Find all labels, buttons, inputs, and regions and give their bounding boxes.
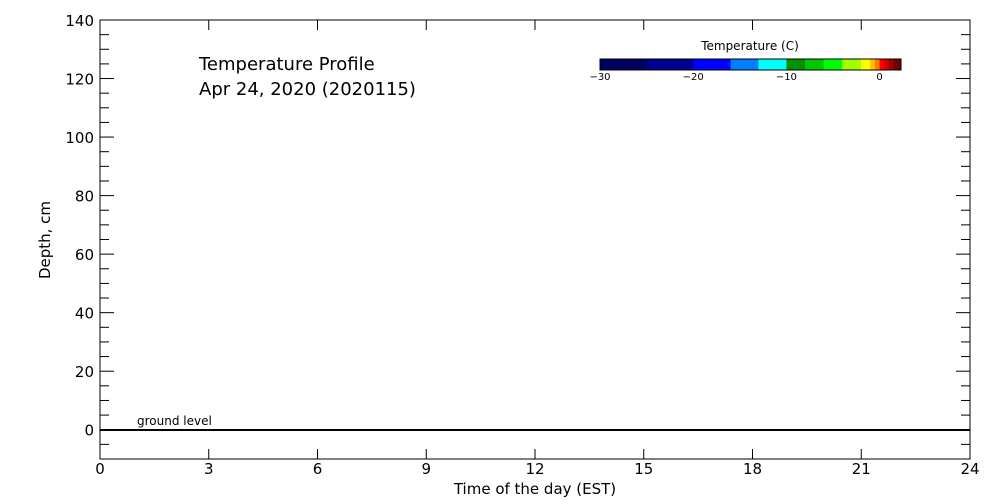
colorbar-tick-label: 0 bbox=[876, 72, 882, 83]
colorbar-bin bbox=[842, 59, 862, 70]
colorbar-bin bbox=[693, 59, 731, 70]
colorbar-bin bbox=[646, 59, 694, 70]
colorbar-bin bbox=[893, 59, 902, 70]
colorbar-bin bbox=[860, 59, 871, 70]
x-tick-label: 15 bbox=[634, 460, 653, 478]
x-tick-label: 24 bbox=[960, 460, 979, 478]
y-tick-label: 20 bbox=[75, 363, 94, 381]
x-tick-label: 3 bbox=[204, 460, 214, 478]
chart-subtitle: Apr 24, 2020 (2020115) bbox=[199, 79, 416, 100]
colorbar-tick-label: −10 bbox=[776, 72, 797, 83]
x-tick-label: 21 bbox=[852, 460, 871, 478]
plot-frame bbox=[99, 19, 971, 460]
y-tick-label: 40 bbox=[75, 305, 94, 323]
colorbar: −30 −20 −10 0 bbox=[589, 58, 902, 83]
colorbar-bin bbox=[874, 59, 881, 70]
colorbar-bin bbox=[823, 59, 843, 70]
y-tick-label: 100 bbox=[65, 129, 94, 147]
chart-title: Temperature Profile bbox=[198, 54, 375, 75]
colorbar-bin bbox=[888, 59, 895, 70]
colorbar-bin bbox=[786, 59, 806, 70]
y-tick-label: 60 bbox=[75, 246, 94, 264]
colorbar-label: Temperature (C) bbox=[700, 39, 799, 53]
ground-level-label: ground level bbox=[137, 414, 212, 428]
colorbar-frame bbox=[599, 58, 902, 71]
colorbar-tick-label: −30 bbox=[589, 72, 610, 83]
colorbar-bin bbox=[805, 59, 825, 70]
colorbar-bin bbox=[870, 59, 876, 70]
colorbar-bin bbox=[758, 59, 787, 70]
colorbar-bin bbox=[730, 59, 759, 70]
colorbar-bin bbox=[884, 59, 890, 70]
x-tick-label: 6 bbox=[313, 460, 323, 478]
colorbar-bin bbox=[879, 59, 885, 70]
y-tick-label: 80 bbox=[75, 188, 94, 206]
y-axis-label: Depth, cm bbox=[36, 201, 54, 279]
x-tick-label: 12 bbox=[525, 460, 544, 478]
x-tick-label: 18 bbox=[743, 460, 762, 478]
y-tick-label: 140 bbox=[65, 12, 94, 30]
y-tick-label: 120 bbox=[65, 71, 94, 89]
x-tick-label: 0 bbox=[95, 460, 105, 478]
colorbar-bin bbox=[600, 59, 648, 70]
x-tick-label: 9 bbox=[421, 460, 431, 478]
colorbar-tick-label: −20 bbox=[683, 72, 704, 83]
x-axis-label: Time of the day (EST) bbox=[453, 480, 616, 498]
y-tick-label: 0 bbox=[84, 422, 94, 440]
